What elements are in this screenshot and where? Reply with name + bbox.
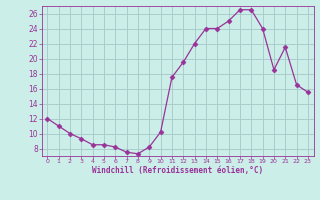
X-axis label: Windchill (Refroidissement éolien,°C): Windchill (Refroidissement éolien,°C) <box>92 166 263 175</box>
